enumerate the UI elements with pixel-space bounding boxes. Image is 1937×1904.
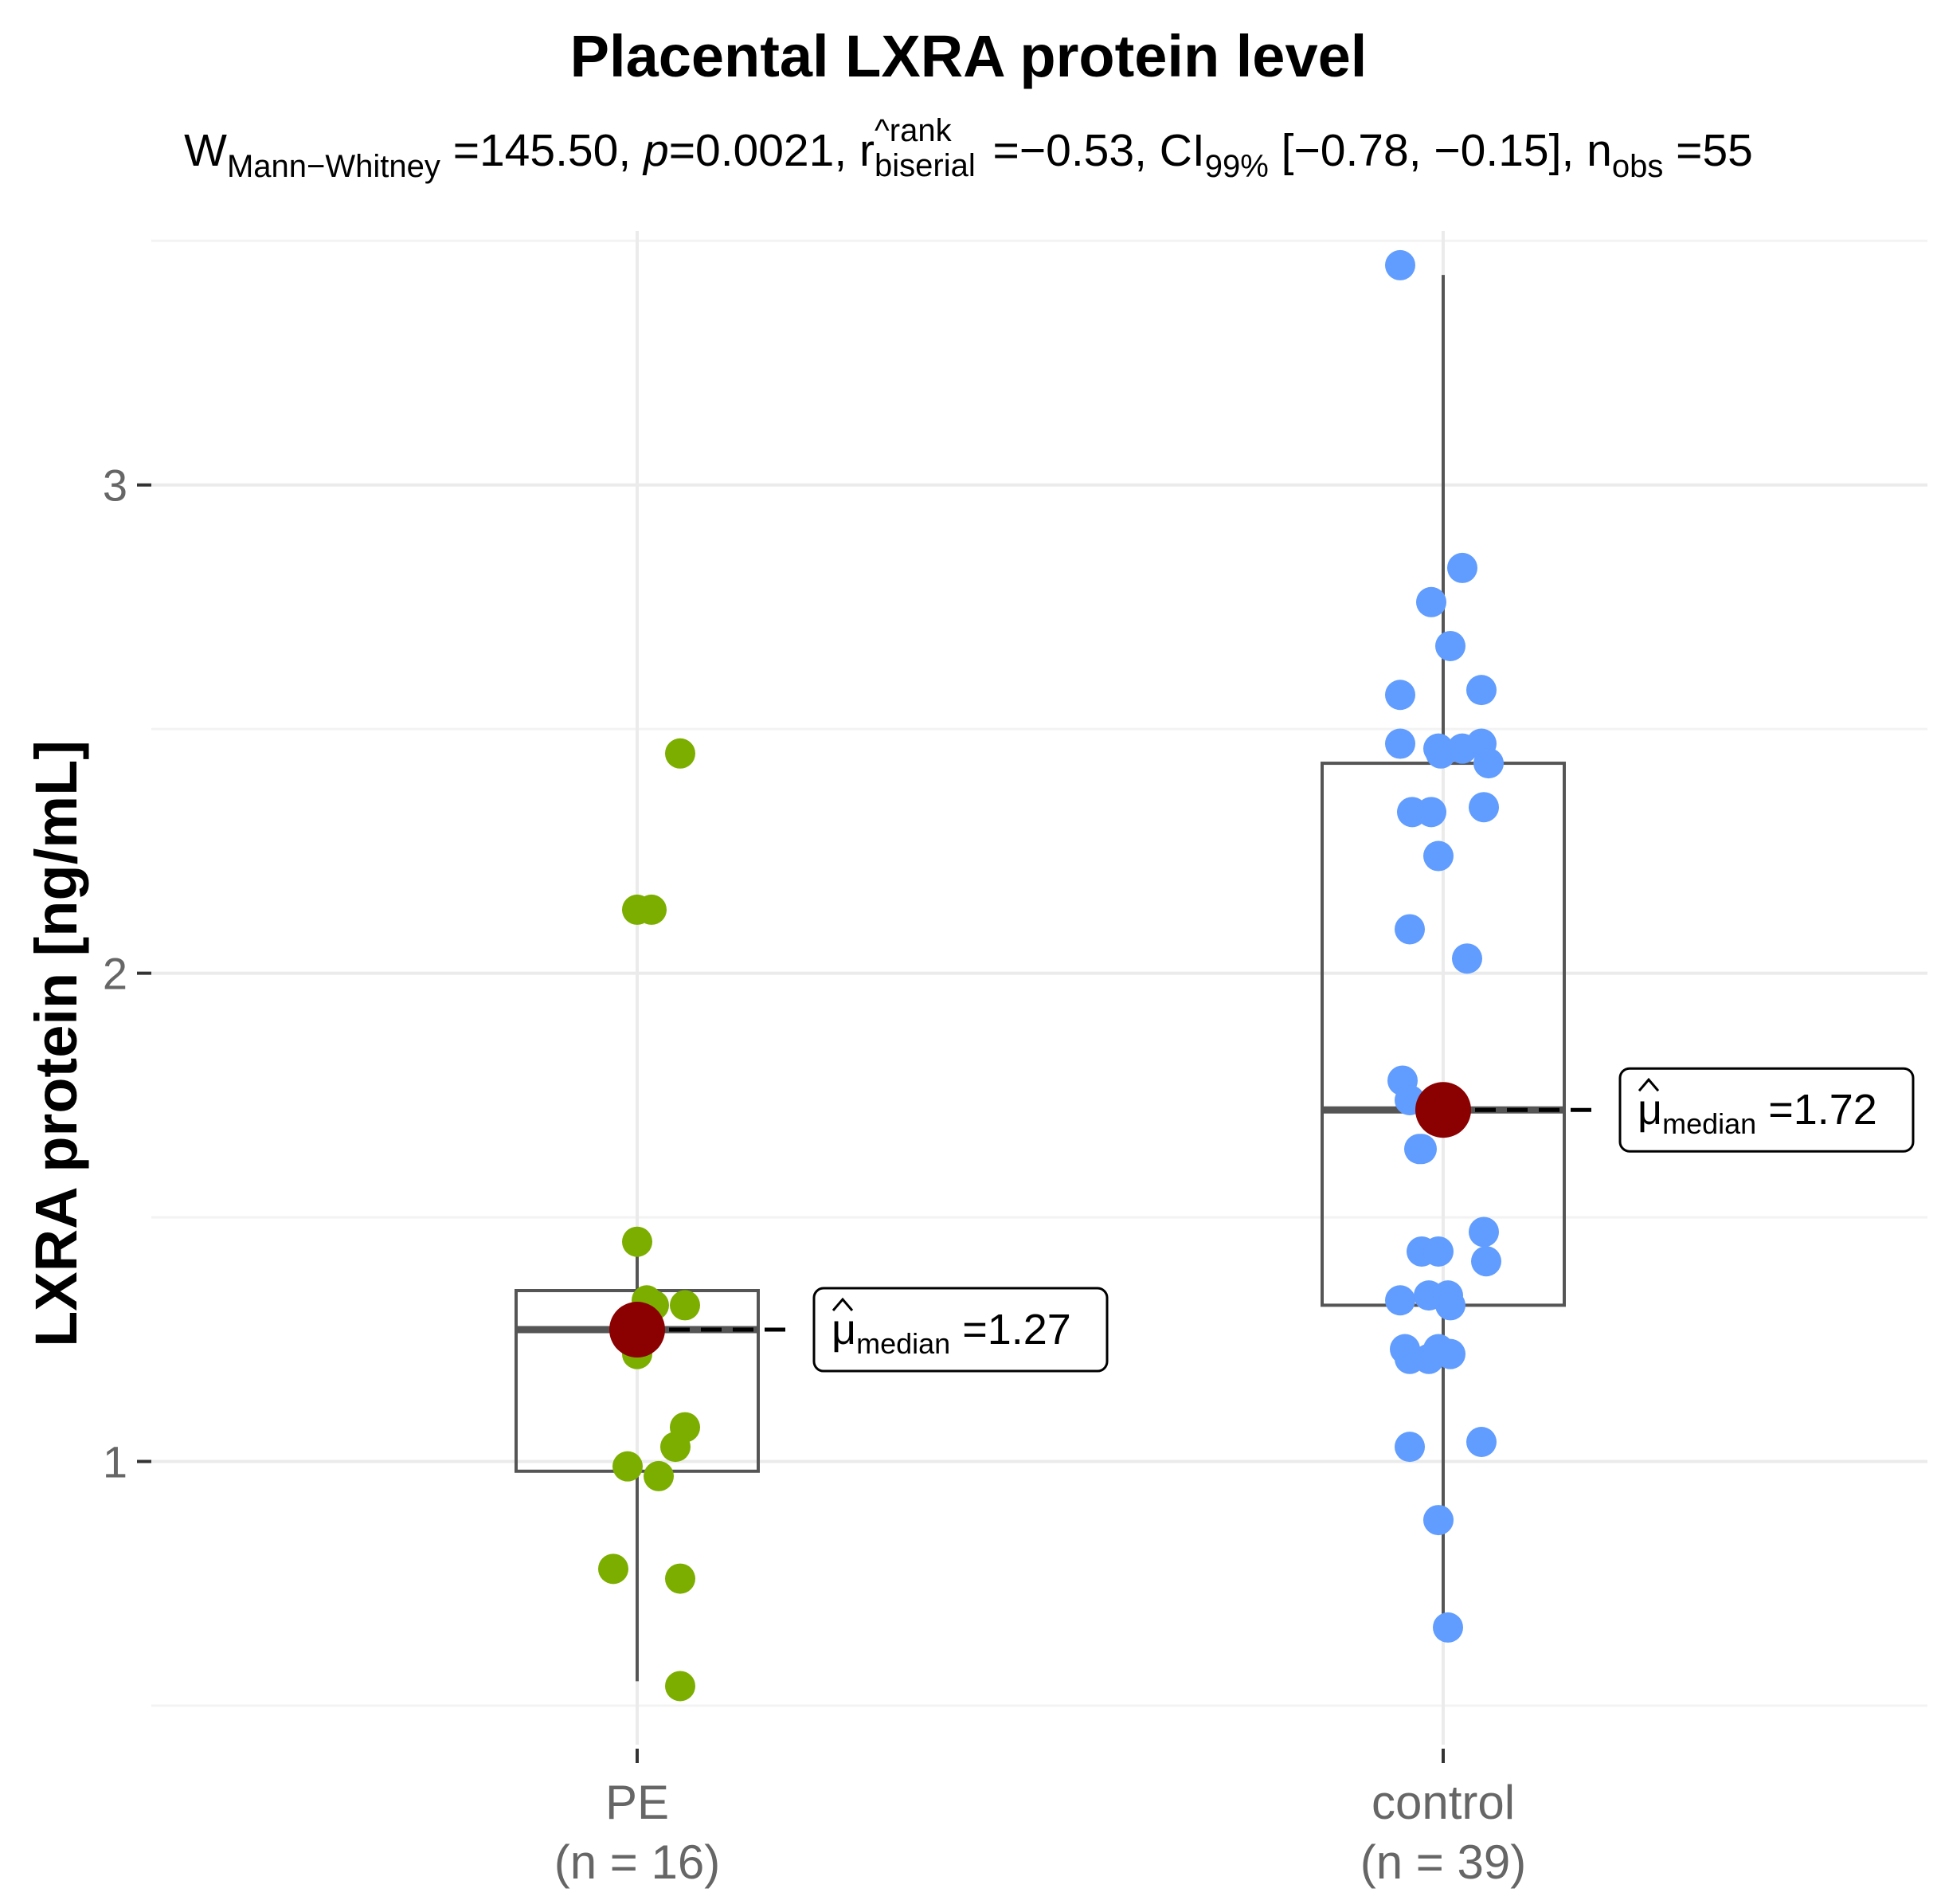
x-tick-label: control (1372, 1776, 1515, 1829)
data-point (1404, 1134, 1434, 1165)
median-mu-symbol: μ (832, 1306, 856, 1354)
grid-lines (151, 231, 1927, 1745)
r-subscript: biserial (875, 148, 976, 183)
data-point (1447, 552, 1477, 583)
chart-subtitle: WMann−Whitney =145.50, p=0.0021, r ^rank b… (0, 113, 1937, 185)
n-symbol: n (1587, 125, 1612, 177)
data-point (665, 1563, 695, 1594)
data-point (1469, 1216, 1499, 1248)
data-point (660, 1432, 691, 1463)
data-point (1423, 1236, 1454, 1267)
r-value: =−0.53, (980, 125, 1160, 177)
median-label-text: μmedian =1.27 (832, 1306, 1071, 1360)
x-count-label: (n = 39) (1360, 1835, 1526, 1889)
data-point (622, 1226, 652, 1257)
data-point (1385, 1285, 1415, 1316)
median-hat-icon (832, 1297, 854, 1312)
median-label-text: μmedian =1.72 (1638, 1086, 1877, 1140)
data-point (1435, 1338, 1465, 1369)
data-point (1433, 1612, 1463, 1643)
ci-subscript: 99% (1204, 149, 1269, 185)
axes: 1 2 3 LXRA protein [ng/mL] PE (n = 16) control… (23, 460, 1526, 1889)
data-point (1385, 249, 1415, 280)
median-value: =1.27 (950, 1306, 1071, 1354)
median-hat-icon (1638, 1077, 1660, 1092)
r-stack: ^rank biserial (875, 113, 976, 183)
y-tick-label: 3 (103, 460, 127, 511)
data-point (636, 894, 667, 925)
median-subscript: median (856, 1327, 950, 1360)
x-count-label: (n = 16) (554, 1835, 720, 1889)
median-label-box (812, 1287, 1109, 1373)
median-point (1415, 1082, 1471, 1138)
n-subscript: obs (1611, 149, 1664, 185)
p-symbol: p (644, 125, 669, 177)
data-point (1416, 797, 1446, 828)
median-subscript: median (1662, 1107, 1756, 1140)
ci-symbol: CI (1159, 125, 1205, 177)
data-point (1423, 1505, 1454, 1536)
y-axis-label: LXRA protein [ng/mL] (23, 740, 89, 1347)
r-symbol: r (859, 125, 875, 177)
data-point (1385, 680, 1415, 711)
ci-value: [−0.78, −0.15], (1268, 125, 1587, 177)
data-point (1435, 1290, 1465, 1321)
median-label-box (1618, 1067, 1915, 1153)
data-point (1416, 586, 1446, 617)
data-point (665, 1671, 695, 1702)
data-point (644, 1460, 674, 1491)
y-tick-label: 2 (103, 949, 127, 999)
p-value: =0.0021, (668, 125, 860, 177)
data-point (1385, 728, 1415, 759)
data-point (1452, 943, 1482, 974)
w-subscript: Mann−Whitney (226, 149, 440, 185)
data-point (670, 1290, 700, 1321)
w-value: =145.50, (440, 125, 644, 177)
x-tick-label: PE (605, 1776, 669, 1829)
data-point (1395, 1432, 1425, 1463)
median-point (609, 1302, 665, 1358)
r-superscript: ^rank (875, 113, 952, 148)
w-symbol: W (184, 125, 227, 177)
y-tick-label: 1 (103, 1437, 127, 1487)
data-point (1471, 1246, 1501, 1277)
data-point (1473, 748, 1504, 779)
data-point (1469, 792, 1499, 823)
data-points (598, 249, 1504, 1702)
chart-title: Placental LXRA protein level (569, 23, 1368, 89)
n-value: =55 (1663, 125, 1753, 177)
data-point (1466, 1427, 1497, 1457)
data-point (1466, 675, 1497, 706)
data-point (1395, 1343, 1425, 1374)
data-point (1423, 840, 1454, 872)
data-point (1435, 630, 1465, 661)
data-point (612, 1451, 643, 1482)
data-point (665, 738, 695, 769)
median-value: =1.72 (1756, 1086, 1877, 1134)
data-point (598, 1553, 628, 1585)
data-point (1395, 914, 1425, 945)
median-mu-symbol: μ (1638, 1086, 1662, 1134)
